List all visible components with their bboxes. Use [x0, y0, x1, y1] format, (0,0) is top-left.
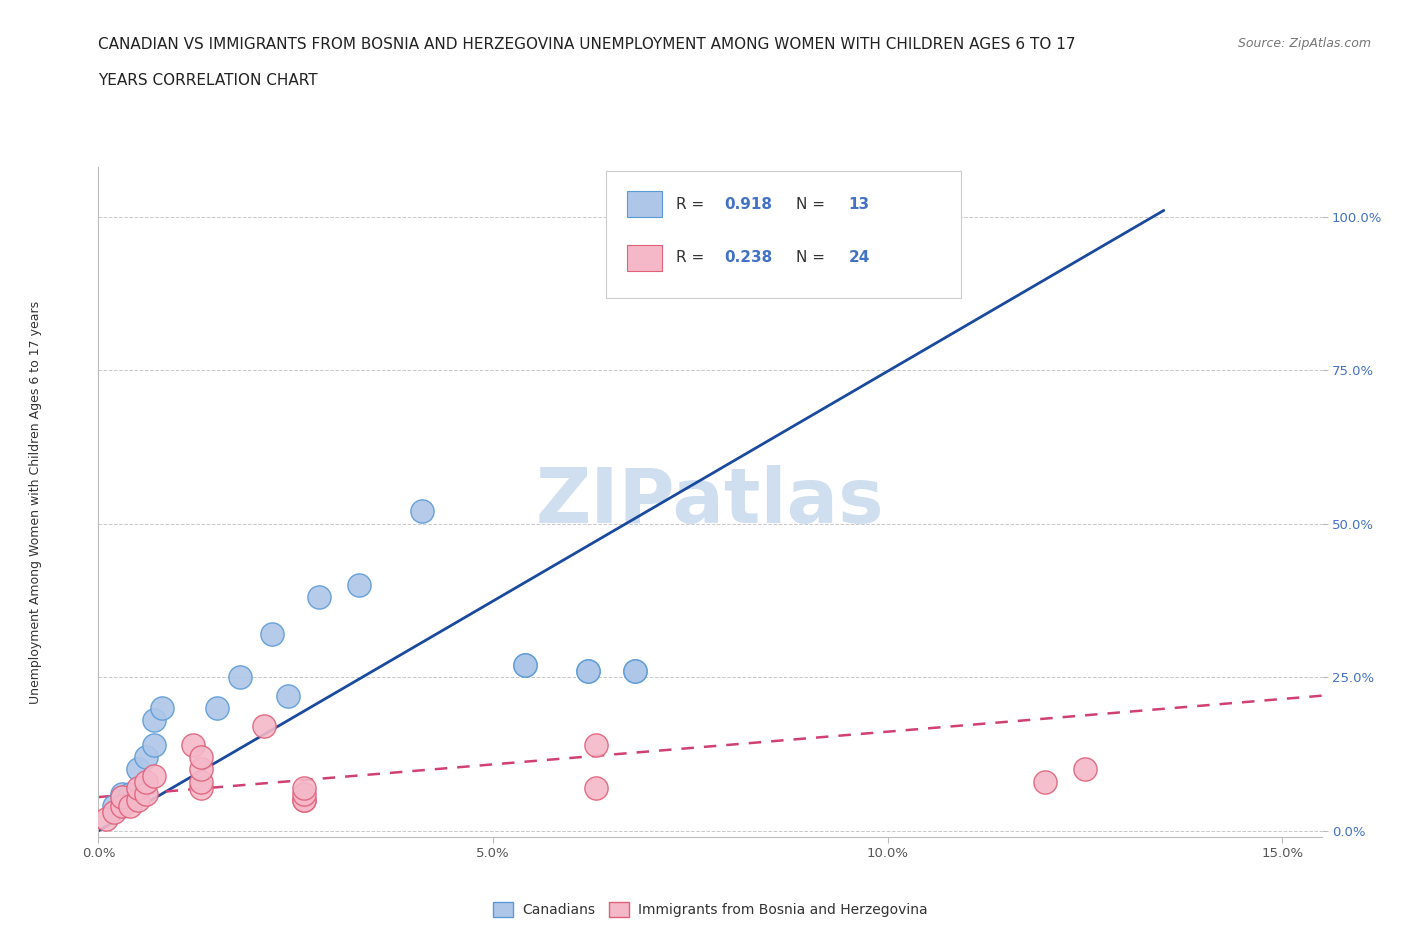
Text: Source: ZipAtlas.com: Source: ZipAtlas.com [1237, 37, 1371, 50]
Point [181, 737, 204, 752]
Point [821, 252, 844, 267]
Point [142, 737, 165, 752]
FancyBboxPatch shape [627, 245, 662, 271]
Point [277, 688, 299, 703]
Point [111, 790, 134, 804]
Text: 0.238: 0.238 [724, 250, 773, 265]
Point [292, 792, 315, 807]
Point [150, 700, 173, 715]
Point [205, 700, 228, 715]
Point [142, 712, 165, 727]
Point [111, 799, 134, 814]
Text: Unemployment Among Women with Children Ages 6 to 17 years: Unemployment Among Women with Children A… [28, 300, 42, 704]
Text: 13: 13 [848, 197, 869, 212]
Text: N =: N = [796, 250, 830, 265]
Point [308, 590, 330, 604]
FancyBboxPatch shape [606, 171, 960, 298]
Point [411, 504, 433, 519]
Point [260, 627, 283, 642]
Point [1035, 775, 1057, 790]
Point [821, 252, 844, 267]
FancyBboxPatch shape [627, 191, 662, 218]
Point [111, 787, 134, 802]
Point [253, 719, 276, 734]
Point [142, 768, 165, 783]
Point [229, 670, 252, 684]
Point [190, 775, 212, 790]
Point [292, 787, 315, 802]
Point [190, 750, 212, 764]
Point [576, 664, 599, 679]
Text: CANADIAN VS IMMIGRANTS FROM BOSNIA AND HERZEGOVINA UNEMPLOYMENT AMONG WOMEN WITH: CANADIAN VS IMMIGRANTS FROM BOSNIA AND H… [98, 37, 1076, 52]
Point [135, 750, 157, 764]
Point [135, 787, 157, 802]
Point [96, 811, 118, 826]
Point [347, 578, 370, 592]
Text: R =: R = [676, 250, 709, 265]
Point [118, 787, 141, 802]
Text: R =: R = [676, 197, 709, 212]
Text: 24: 24 [848, 250, 870, 265]
Point [135, 775, 157, 790]
Text: YEARS CORRELATION CHART: YEARS CORRELATION CHART [98, 73, 318, 87]
Point [576, 664, 599, 679]
Point [190, 762, 212, 777]
Point [292, 780, 315, 795]
Point [624, 664, 647, 679]
Point [1074, 762, 1097, 777]
Point [585, 737, 607, 752]
Point [103, 799, 125, 814]
Point [127, 780, 149, 795]
Point [292, 792, 315, 807]
Point [585, 780, 607, 795]
Point [103, 805, 125, 820]
Point [513, 658, 536, 672]
Point [190, 780, 212, 795]
Text: 0.918: 0.918 [724, 197, 773, 212]
Point [127, 762, 149, 777]
Text: N =: N = [796, 197, 830, 212]
Point [624, 664, 647, 679]
Point [127, 792, 149, 807]
Point [513, 658, 536, 672]
Text: ZIPatlas: ZIPatlas [536, 465, 884, 539]
Point [118, 799, 141, 814]
Legend: Canadians, Immigrants from Bosnia and Herzegovina: Canadians, Immigrants from Bosnia and He… [492, 902, 928, 917]
